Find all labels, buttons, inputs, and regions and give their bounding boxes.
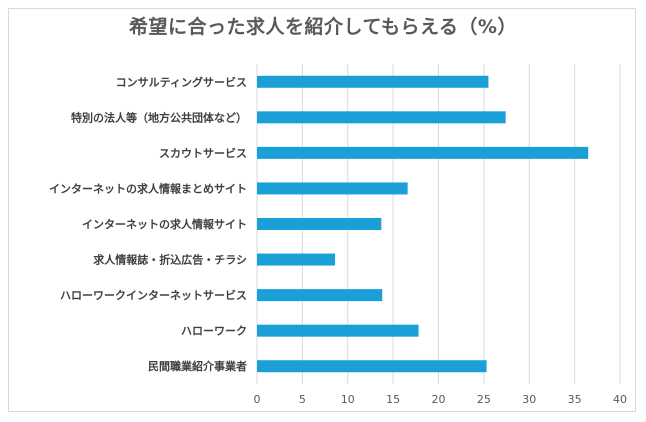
x-tick-label: 40 (613, 393, 627, 406)
category-label: ハローワークインターネットサービス (60, 288, 247, 302)
x-tick-label: 15 (386, 393, 400, 406)
category-label: コンサルティングサービス (116, 75, 247, 89)
x-tick-label: 5 (299, 393, 306, 406)
x-tick-label: 35 (568, 393, 582, 406)
category-label: スカウトサービス (159, 146, 247, 160)
bar-7 (257, 324, 419, 337)
chart-title: 希望に合った求人を紹介してもらえる（%） (129, 16, 517, 38)
category-label: 特別の法人等（地方公共団体など） (71, 110, 247, 124)
bar-8 (257, 360, 487, 373)
x-tick-label: 10 (341, 393, 355, 406)
bar-6 (257, 289, 383, 302)
x-tick-label: 20 (432, 393, 446, 406)
bar-0 (257, 75, 489, 88)
bar-4 (257, 218, 382, 230)
chart-frame (8, 8, 636, 412)
category-label: 民間職業紹介事業者 (148, 359, 247, 373)
x-tick-label: 0 (254, 393, 261, 406)
category-label: インターネットの求人情報サイト (82, 217, 247, 231)
bar-5 (257, 253, 336, 266)
category-label: ハローワーク (181, 325, 247, 338)
bar-2 (257, 146, 589, 159)
bar-3 (257, 182, 408, 195)
x-tick-label: 25 (477, 393, 491, 406)
category-label: 求人情報誌・折込広告・チラシ (93, 253, 247, 267)
bar-1 (257, 111, 506, 124)
x-tick-label: 30 (522, 393, 536, 406)
category-label: インターネットの求人情報まとめサイト (49, 181, 247, 195)
